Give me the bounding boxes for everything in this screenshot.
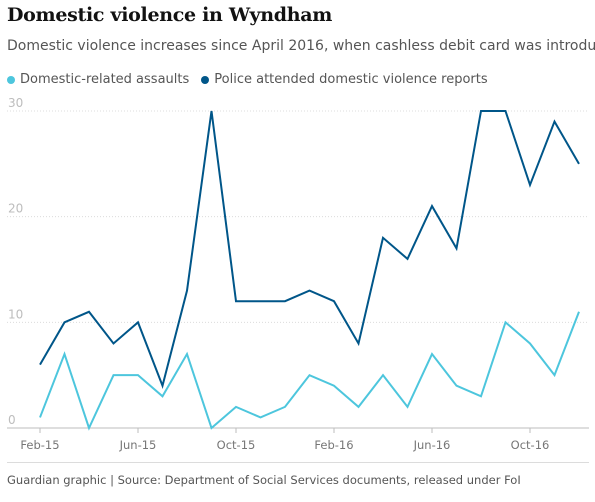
legend-label-police: Police attended domestic violence report… (214, 72, 488, 87)
x-tick-label: Feb-15 (20, 438, 59, 452)
grid-layer (7, 110, 589, 433)
y-tick-label: 0 (8, 413, 16, 427)
x-tick-label: Jun-15 (119, 438, 157, 452)
legend: Domestic-related assaults Police attende… (7, 72, 500, 87)
chart-title: Domestic violence in Wyndham (7, 4, 333, 26)
source-divider (7, 462, 589, 463)
y-tick-label: 10 (8, 307, 23, 321)
x-tick-label: Oct-15 (217, 438, 256, 452)
chart-subtitle: Domestic violence increases since April … (7, 38, 595, 54)
series-layer (39, 110, 580, 431)
legend-item-police: Police attended domestic violence report… (201, 72, 488, 87)
legend-swatch-police (201, 75, 210, 84)
legend-swatch-assaults (7, 75, 15, 84)
label-layer: 0 10 20 30 Feb-15 Jun-15 Oct-15 Feb-16 Jun-16 Oct… (8, 96, 549, 452)
x-tick-label: Feb-16 (314, 438, 353, 452)
legend-label-assaults: Domestic-related assaults (20, 72, 190, 87)
y-tick-label: 20 (8, 202, 23, 216)
y-tick-label: 30 (8, 96, 23, 110)
series-line-assaults (39, 311, 580, 431)
legend-item-assaults: Domestic-related assaults (7, 72, 189, 87)
x-tick-label: Oct-16 (511, 438, 550, 452)
series-line-police (39, 110, 580, 389)
x-tick-label: Jun-16 (413, 438, 451, 452)
source-note: Guardian graphic | Source: Department of… (7, 473, 521, 487)
